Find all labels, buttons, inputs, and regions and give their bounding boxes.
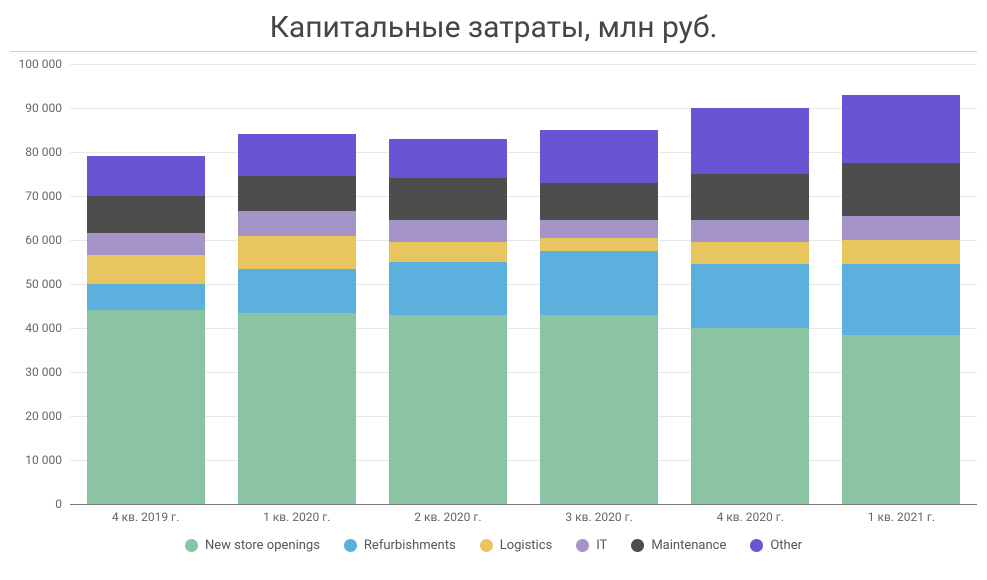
capex-chart: Капитальные затраты, млн руб. 0 10 000 20 … bbox=[0, 0, 987, 580]
bar-segment-maintenance bbox=[842, 163, 960, 216]
x-tick-label: 4 кв. 2019 г. bbox=[70, 510, 221, 524]
bar-segment-logistics bbox=[842, 240, 960, 264]
legend-label: IT bbox=[596, 538, 607, 553]
legend-swatch bbox=[576, 539, 589, 552]
bar-segment-other bbox=[540, 130, 658, 183]
bar-segment-maintenance bbox=[540, 183, 658, 220]
bar-segment-refurbishments bbox=[540, 251, 658, 315]
y-tick-label: 30 000 bbox=[25, 365, 62, 379]
x-tick-label: 1 кв. 2020 г. bbox=[221, 510, 372, 524]
bar-segment-it bbox=[389, 220, 507, 242]
bar-segment-refurbishments bbox=[238, 269, 356, 313]
bar-stack bbox=[87, 156, 205, 504]
y-tick-label: 20 000 bbox=[25, 409, 62, 423]
x-tick-label: 2 кв. 2020 г. bbox=[372, 510, 523, 524]
bar-group bbox=[826, 64, 977, 504]
legend: New store openings Refurbishments Logistic… bbox=[0, 538, 987, 553]
bar-segment-other bbox=[691, 108, 809, 174]
y-tick-label: 90 000 bbox=[25, 101, 62, 115]
legend-label: Logistics bbox=[500, 538, 553, 553]
bar-segment-maintenance bbox=[691, 174, 809, 220]
y-axis: 010 00020 00030 00040 00050 00060 00070 … bbox=[10, 64, 70, 504]
bar-segment-other bbox=[87, 156, 205, 196]
bar-stack bbox=[389, 139, 507, 504]
bar-stack bbox=[691, 108, 809, 504]
bar-segment-new_store_openings bbox=[238, 313, 356, 504]
legend-swatch bbox=[185, 539, 198, 552]
bar-segment-new_store_openings bbox=[87, 310, 205, 504]
bar-group bbox=[70, 64, 221, 504]
legend-item: Other bbox=[750, 538, 802, 553]
bar-segment-it bbox=[87, 233, 205, 255]
x-tick-label: 3 кв. 2020 г. bbox=[524, 510, 675, 524]
legend-item: IT bbox=[576, 538, 607, 553]
legend-label: Other bbox=[770, 538, 802, 553]
bar-segment-new_store_openings bbox=[842, 335, 960, 504]
y-tick-label: 100 000 bbox=[19, 57, 62, 71]
legend-item: Refurbishments bbox=[344, 538, 456, 553]
bar-group bbox=[675, 64, 826, 504]
x-axis-labels: 4 кв. 2019 г.1 кв. 2020 г.2 кв. 2020 г.3… bbox=[70, 510, 977, 524]
y-tick-label: 60 000 bbox=[25, 233, 62, 247]
bar-segment-maintenance bbox=[87, 196, 205, 233]
bars-row bbox=[70, 64, 977, 504]
bar-group bbox=[524, 64, 675, 504]
legend-item: New store openings bbox=[185, 538, 320, 553]
y-tick-label: 10 000 bbox=[25, 453, 62, 467]
bar-segment-maintenance bbox=[389, 178, 507, 220]
x-tick-label: 1 кв. 2021 г. bbox=[826, 510, 977, 524]
legend-item: Logistics bbox=[480, 538, 553, 553]
legend-label: New store openings bbox=[205, 538, 320, 553]
bar-segment-logistics bbox=[87, 255, 205, 284]
y-tick-label: 70 000 bbox=[25, 189, 62, 203]
legend-item: Maintenance bbox=[631, 538, 726, 553]
bar-stack bbox=[540, 130, 658, 504]
bar-segment-logistics bbox=[389, 242, 507, 262]
chart-title: Капитальные затраты, млн руб. bbox=[0, 0, 987, 51]
bar-segment-it bbox=[540, 220, 658, 238]
bar-segment-logistics bbox=[691, 242, 809, 264]
bar-segment-logistics bbox=[540, 238, 658, 251]
bar-segment-other bbox=[842, 95, 960, 163]
bar-segment-logistics bbox=[238, 236, 356, 269]
bar-segment-new_store_openings bbox=[540, 315, 658, 504]
legend-swatch bbox=[750, 539, 763, 552]
title-underline bbox=[10, 51, 977, 52]
bar-segment-refurbishments bbox=[389, 262, 507, 315]
y-tick-label: 80 000 bbox=[25, 145, 62, 159]
bar-stack bbox=[238, 134, 356, 504]
bar-segment-new_store_openings bbox=[389, 315, 507, 504]
bar-segment-it bbox=[842, 216, 960, 240]
plot-area: 010 00020 00030 00040 00050 00060 00070 … bbox=[10, 64, 977, 504]
x-tick-label: 4 кв. 2020 г. bbox=[675, 510, 826, 524]
bar-segment-maintenance bbox=[238, 176, 356, 211]
bar-segment-refurbishments bbox=[87, 284, 205, 310]
legend-swatch bbox=[480, 539, 493, 552]
bar-group bbox=[221, 64, 372, 504]
bar-segment-other bbox=[389, 139, 507, 179]
y-tick-label: 0 bbox=[55, 497, 62, 511]
bar-group bbox=[372, 64, 523, 504]
baseline bbox=[70, 504, 977, 505]
legend-swatch bbox=[344, 539, 357, 552]
bar-segment-new_store_openings bbox=[691, 328, 809, 504]
bar-stack bbox=[842, 95, 960, 504]
bar-segment-refurbishments bbox=[691, 264, 809, 328]
y-tick-label: 40 000 bbox=[25, 321, 62, 335]
legend-label: Maintenance bbox=[651, 538, 726, 553]
bar-segment-other bbox=[238, 134, 356, 176]
legend-label: Refurbishments bbox=[364, 538, 456, 553]
y-tick-label: 50 000 bbox=[25, 277, 62, 291]
bar-segment-it bbox=[238, 211, 356, 235]
bar-segment-it bbox=[691, 220, 809, 242]
bar-segment-refurbishments bbox=[842, 264, 960, 334]
legend-swatch bbox=[631, 539, 644, 552]
